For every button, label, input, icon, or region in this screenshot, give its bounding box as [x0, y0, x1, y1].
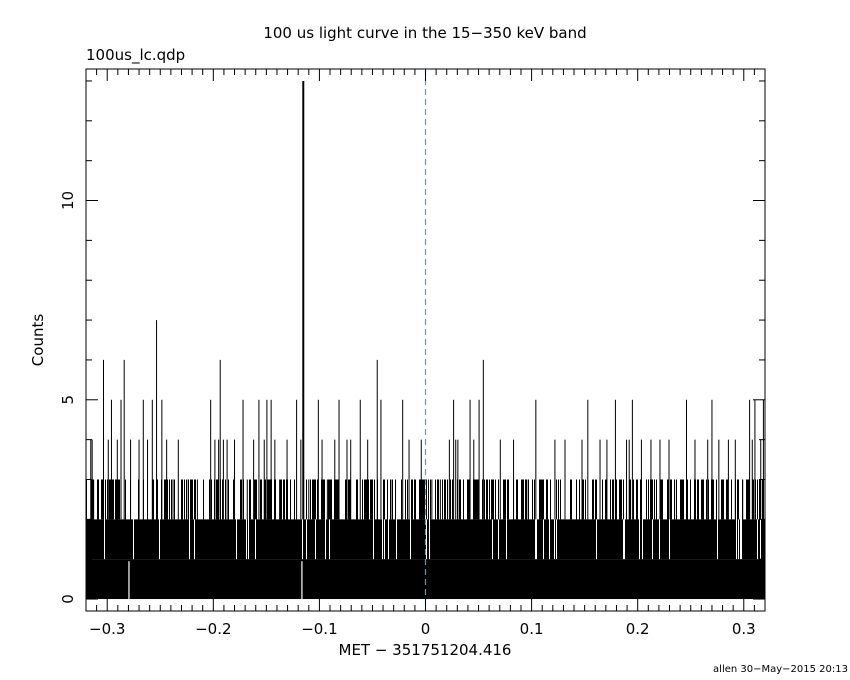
y-tick-label: 0: [59, 594, 77, 604]
y-axis-label: Counts: [29, 314, 47, 367]
file-label: 100us_lc.qdp: [86, 46, 185, 65]
footer-stamp: allen 30−May−2015 20:13: [713, 664, 848, 675]
y-tick-labels: 0 5 10: [59, 191, 77, 604]
x-tick-label: 0.1: [520, 620, 544, 638]
x-axis-label: MET − 351751204.416: [339, 641, 512, 659]
x-tick-label: 0.3: [732, 620, 756, 638]
spike-series: [90, 80, 764, 520]
x-tick-label: −0.2: [195, 620, 231, 638]
axis-ticks: [85, 69, 766, 611]
chart-title: 100 us light curve in the 15−350 keV ban…: [263, 24, 586, 42]
y-tick-label: 5: [59, 395, 77, 405]
x-tick-label: −0.3: [89, 620, 125, 638]
dip-series: [128, 561, 303, 600]
y-tick-label: 10: [59, 191, 77, 210]
x-tick-label: 0.2: [626, 620, 650, 638]
x-tick-labels: −0.3 −0.2 −0.1 0 0.1 0.2 0.3: [89, 620, 756, 638]
x-tick-label: 0: [421, 620, 431, 638]
x-tick-label: −0.1: [301, 620, 337, 638]
